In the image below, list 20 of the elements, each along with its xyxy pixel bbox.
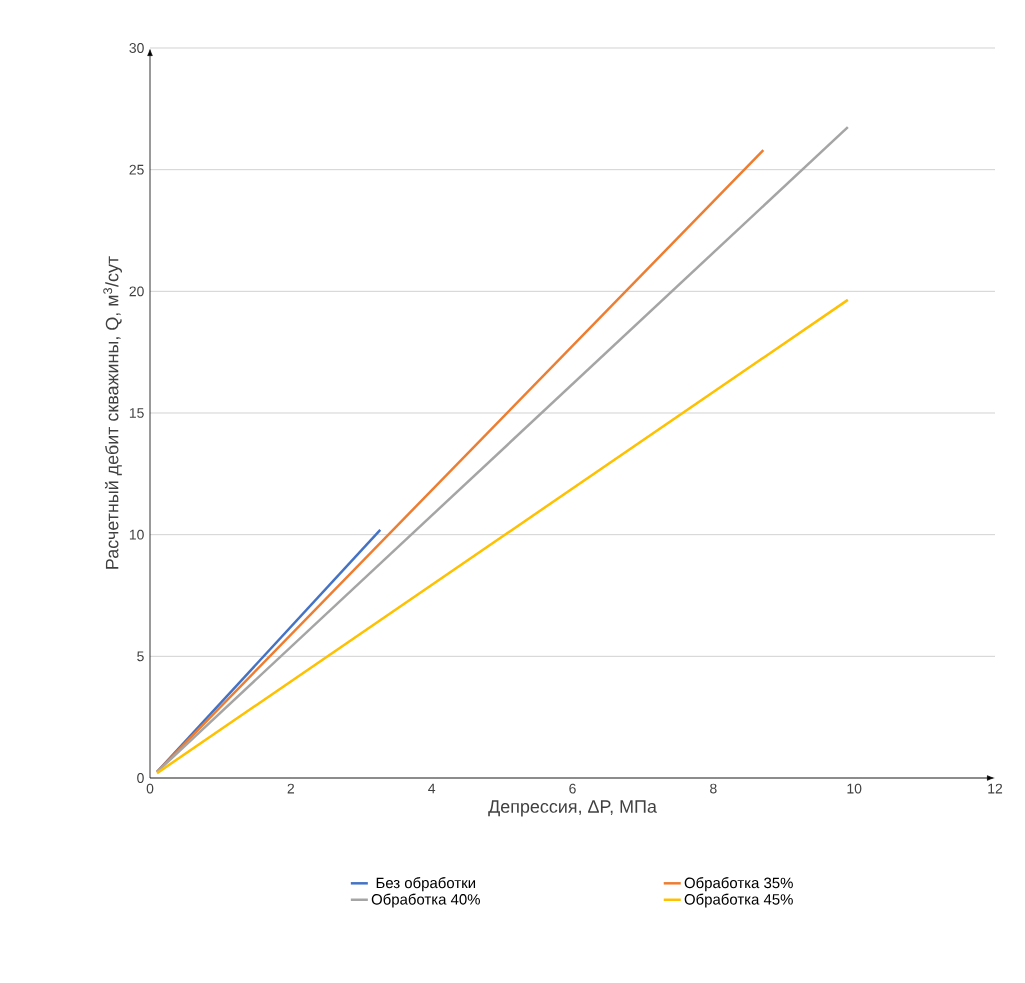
y-tick-label: 15 xyxy=(129,408,144,418)
x-tick-label: 2 xyxy=(287,783,295,794)
legend-label: Без обработки xyxy=(376,877,476,892)
legend-label: Обработка 45% xyxy=(684,893,793,908)
y-tick-label: 20 xyxy=(129,286,144,297)
x-tick-label: 4 xyxy=(428,783,436,794)
y-tick-label: 30 xyxy=(129,43,144,53)
y-tick-label: 5 xyxy=(137,651,144,662)
y-tick-label: 25 xyxy=(129,164,144,175)
x-tick-label: 8 xyxy=(710,783,717,794)
y-axis-title: Расчетный дебит скважины, Q, м$^{3}$/сут xyxy=(103,256,122,569)
x-tick-label: 0 xyxy=(146,783,154,794)
x-axis-title: Депрессия, ΔP, МПа xyxy=(488,800,657,817)
y-tick-label: 10 xyxy=(129,529,144,540)
legend-label: Обработка 40% xyxy=(371,893,480,908)
x-tick-label: 10 xyxy=(847,783,862,794)
x-tick-label: 6 xyxy=(569,783,576,794)
x-tick-label: 12 xyxy=(988,783,1003,794)
legend-label: Обработка 35% xyxy=(684,877,793,892)
y-tick-label: 0 xyxy=(137,773,144,783)
